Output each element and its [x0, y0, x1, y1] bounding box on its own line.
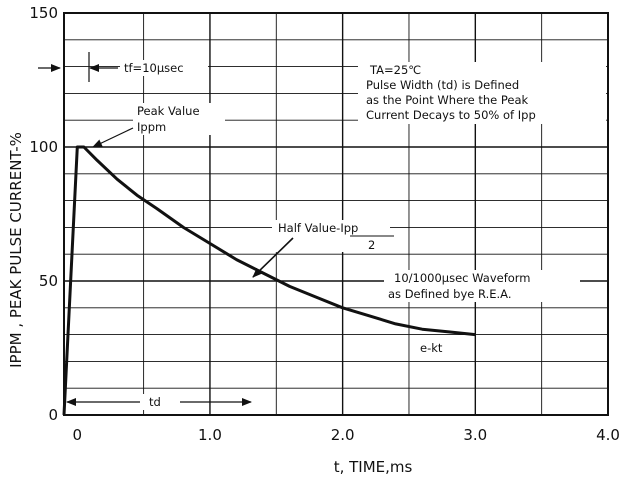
peak-label-line-1: Peak Value — [137, 104, 200, 118]
x-axis-label: t, TIME,ms — [334, 458, 413, 476]
peak-arrow — [92, 127, 134, 148]
waveform-line-1: 10/1000μsec Waveform — [394, 271, 531, 285]
tick-labels: 0 1.0 2.0 3.0 4.0 0 50 100 150 — [29, 4, 620, 444]
y-tick-label: 100 — [29, 138, 58, 156]
tf-label: tf=10μsec — [124, 61, 184, 75]
y-tick-label: 50 — [39, 272, 58, 290]
ta-line-2: Pulse Width (td) is Defined — [366, 78, 519, 92]
x-tick-label: 1.0 — [198, 426, 222, 444]
td-label: td — [149, 395, 161, 409]
series-line — [62, 145, 476, 416]
half-value-label: Half Value-Ipp — [278, 221, 358, 235]
y-tick-label: 0 — [48, 406, 58, 424]
waveform-line-2: as Defined bye R.E.A. — [388, 287, 512, 301]
x-tick-label: 3.0 — [463, 426, 487, 444]
annotations: tf=10μsec TA=25℃ Pulse Width (td) is Def… — [38, 52, 606, 410]
ekt-label: e-kt — [420, 341, 443, 355]
x-tick-label: 2.0 — [331, 426, 355, 444]
y-tick-label: 150 — [29, 4, 58, 22]
x-tick-label: 4.0 — [596, 426, 620, 444]
peak-label-line-2: Ippm — [137, 120, 166, 134]
y-axis-label: IPPM , PEAK PULSE CURRENT-% — [7, 132, 25, 368]
plot-frame — [63, 12, 609, 416]
ta-line-4: Current Decays to 50% of Ipp — [366, 108, 536, 122]
ta-line-1: TA=25℃ — [369, 63, 421, 77]
half-value-arrow — [252, 237, 294, 278]
half-value-denominator: 2 — [368, 238, 375, 252]
ta-line-3: as the Point Where the Peak — [366, 93, 529, 107]
x-tick-label: 0 — [72, 426, 82, 444]
